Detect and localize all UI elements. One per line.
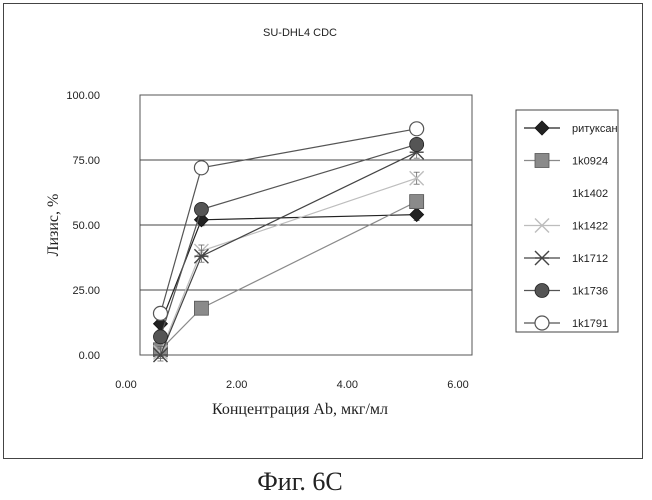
x-tick-label: 4.00 [337,379,358,391]
chart-title: SU-DHL4 CDC [263,27,337,39]
legend-marker [535,154,549,168]
legend-label: 1k1422 [572,221,608,233]
legend-label: ритуксан [572,123,618,135]
legend-label: 1k1712 [572,253,608,265]
legend-label: 1k1791 [572,318,608,330]
x-tick-label: 2.00 [226,379,247,391]
figure-label: Фиг. 6С [257,467,343,496]
x-tick-label: 0.00 [115,379,136,391]
data-point [194,301,208,315]
data-point [194,161,208,175]
series-1k1712 [153,145,423,362]
y-tick-labels: 0.00 25.00 50.00 75.00 100.00 [66,90,100,362]
data-point [410,208,424,222]
data-point [153,306,167,320]
y-axis-label: Лизис, % [45,194,62,257]
series-layer [153,122,423,362]
x-tick-labels: 0.00 2.00 4.00 6.00 [115,379,468,391]
data-point [410,195,424,209]
gridlines [140,160,472,290]
y-tick-label: 50.00 [72,220,100,232]
y-tick-label: 0.00 [79,350,100,362]
data-point [410,137,424,151]
legend-marker [535,316,549,330]
legend-item: 1k1402 [572,188,608,200]
y-tick-label: 25.00 [72,285,100,297]
legend-label: 1k1736 [572,286,608,298]
x-tick-label: 6.00 [447,379,468,391]
data-point [153,330,167,344]
legend-label: 1k0924 [572,156,608,168]
legend-label: 1k1402 [572,188,608,200]
series-1k0924 [153,195,423,357]
data-point [194,202,208,216]
data-point [410,122,424,136]
x-axis-label: Концентрация Ab, мкг/мл [212,401,388,418]
legend-marker [535,284,549,298]
y-tick-label: 100.00 [66,90,100,102]
y-tick-label: 75.00 [72,155,100,167]
